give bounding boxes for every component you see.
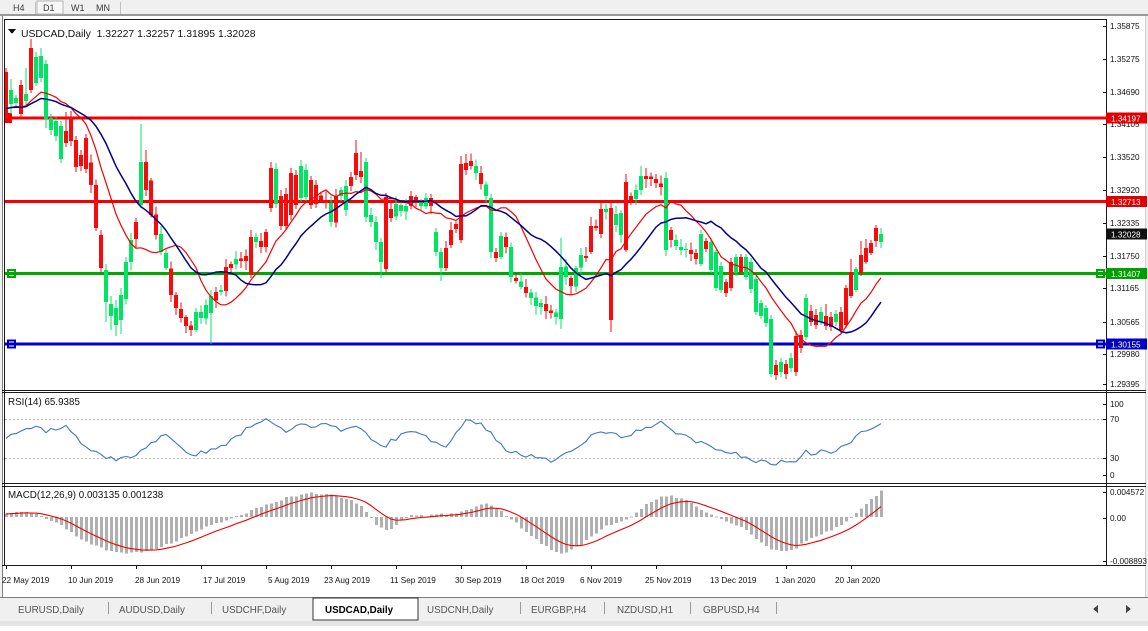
svg-text:30: 30 (1110, 454, 1120, 463)
svg-text:10 Jun 2019: 10 Jun 2019 (68, 576, 114, 585)
svg-text:17 Jul 2019: 17 Jul 2019 (203, 576, 246, 585)
svg-text:1.30155: 1.30155 (1111, 341, 1141, 350)
svg-text:1.35875: 1.35875 (1110, 22, 1140, 31)
svg-text:1.32335: 1.32335 (1110, 219, 1140, 228)
svg-text:MN: MN (96, 3, 110, 13)
svg-text:1.35275: 1.35275 (1110, 55, 1140, 64)
svg-text:USDCAD,Daily 1.32227 1.32257: USDCAD,Daily 1.32227 1.32257 1.31895 1.3… (21, 29, 256, 40)
svg-text:0: 0 (1110, 471, 1115, 480)
svg-text:18 Oct 2019: 18 Oct 2019 (520, 576, 565, 585)
svg-text:D1: D1 (43, 3, 55, 13)
svg-text:13 Dec 2019: 13 Dec 2019 (710, 576, 757, 585)
svg-text:AUDUSD,Daily: AUDUSD,Daily (119, 605, 185, 616)
svg-text:1.33520: 1.33520 (1110, 153, 1140, 162)
svg-text:1.31407: 1.31407 (1111, 270, 1141, 279)
svg-text:USDCHF,Daily: USDCHF,Daily (222, 605, 286, 616)
svg-text:H4: H4 (13, 3, 25, 13)
svg-text:1.32920: 1.32920 (1110, 186, 1140, 195)
svg-text:22 May 2019: 22 May 2019 (2, 576, 50, 585)
svg-text:1.29980: 1.29980 (1110, 350, 1140, 359)
svg-text:1.32028: 1.32028 (1111, 231, 1141, 240)
svg-text:1 Jan 2020: 1 Jan 2020 (775, 576, 816, 585)
svg-text:1.34105: 1.34105 (1110, 120, 1140, 129)
svg-text:GBPUSD,H4: GBPUSD,H4 (703, 605, 760, 616)
svg-text:28 Jun 2019: 28 Jun 2019 (135, 576, 181, 585)
svg-text:1.32713: 1.32713 (1111, 198, 1141, 207)
svg-text:1.31750: 1.31750 (1110, 252, 1140, 261)
svg-text:USDCAD,Daily: USDCAD,Daily (325, 605, 394, 616)
svg-text:5 Aug 2019: 5 Aug 2019 (268, 576, 310, 585)
svg-text:70: 70 (1110, 415, 1120, 424)
svg-text:EURUSD,Daily: EURUSD,Daily (18, 605, 84, 616)
svg-text:MACD(12,26,9) 0.003135 0.00123: MACD(12,26,9) 0.003135 0.001238 (8, 490, 164, 501)
svg-text:6 Nov 2019: 6 Nov 2019 (580, 576, 622, 585)
svg-text:0.00: 0.00 (1110, 514, 1126, 523)
svg-text:NZDUSD,H1: NZDUSD,H1 (617, 605, 673, 616)
svg-text:0.004572: 0.004572 (1110, 488, 1145, 497)
svg-text:1.34197: 1.34197 (1111, 115, 1141, 124)
svg-text:EURGBP,H4: EURGBP,H4 (531, 605, 587, 616)
svg-text:100: 100 (1110, 400, 1124, 409)
svg-text:11 Sep 2019: 11 Sep 2019 (390, 576, 436, 585)
svg-text:USDCNH,Daily: USDCNH,Daily (427, 605, 494, 616)
svg-text:RSI(14) 65.9385: RSI(14) 65.9385 (8, 397, 80, 408)
svg-text:1.31165: 1.31165 (1110, 284, 1139, 293)
svg-text:20 Jan 2020: 20 Jan 2020 (835, 576, 881, 585)
svg-text:25 Nov 2019: 25 Nov 2019 (645, 576, 692, 585)
svg-text:1.34690: 1.34690 (1110, 88, 1140, 97)
svg-text:1.29395: 1.29395 (1110, 380, 1140, 389)
svg-text:30 Sep 2019: 30 Sep 2019 (455, 576, 502, 585)
svg-text:-0.008893: -0.008893 (1110, 557, 1147, 566)
svg-text:W1: W1 (71, 3, 85, 13)
svg-text:23 Aug 2019: 23 Aug 2019 (324, 576, 370, 585)
svg-text:1.30565: 1.30565 (1110, 318, 1140, 327)
